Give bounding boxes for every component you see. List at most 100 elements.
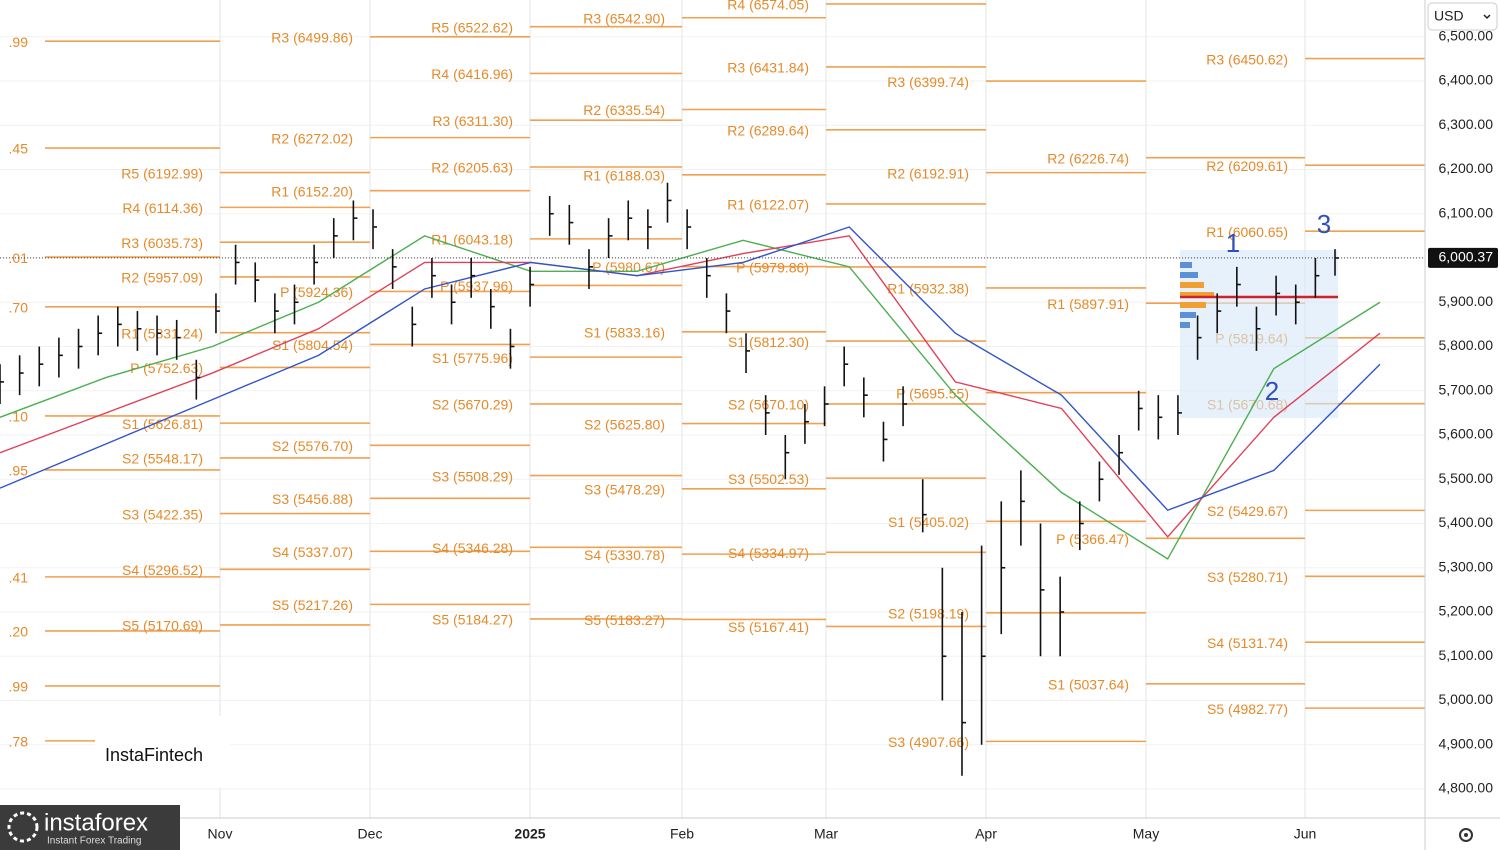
y-tick-label: 5,200.00: [1439, 603, 1494, 619]
y-tick-label: 5,600.00: [1439, 426, 1494, 442]
y-tick-label: 6,500.00: [1439, 27, 1494, 43]
pivot-label: R1 (6188.03): [583, 167, 665, 183]
pivot-label: .95: [9, 463, 29, 479]
pivot-label: S2 (5548.17): [122, 451, 203, 467]
pivot-label: R1 (6122.07): [727, 197, 809, 213]
pivot-label: R2 (6209.61): [1206, 158, 1288, 174]
currency-select[interactable]: USD: [1427, 2, 1498, 31]
y-tick-label: 5,300.00: [1439, 558, 1494, 574]
y-tick-label: 6,200.00: [1439, 160, 1494, 176]
pivot-label: R2 (6272.02): [271, 130, 353, 146]
profile-bar: [1180, 272, 1198, 278]
pivot-label: .99: [9, 34, 29, 50]
profile-bar: [1180, 302, 1206, 308]
profile-box: [1180, 250, 1338, 418]
pivot-label: R4 (6114.36): [122, 200, 203, 216]
pivot-label: R5 (6522.62): [431, 19, 513, 35]
profile-bar: [1180, 292, 1214, 298]
currency-label[interactable]: USD: [1434, 8, 1464, 24]
y-tick-label: 5,100.00: [1439, 647, 1494, 663]
pivot-label: R4 (6574.05): [727, 0, 809, 13]
pivot-label: S3 (5502.53): [728, 471, 809, 487]
pivot-label: R3 (6499.86): [271, 29, 353, 45]
pivot-label: S2 (5670.29): [432, 397, 513, 413]
pivot-label: S3 (5280.71): [1207, 569, 1288, 585]
pivot-label: R3 (6311.30): [432, 113, 513, 129]
pivot-label: S5 (5217.26): [272, 597, 353, 613]
dropdown-arrow: [1483, 14, 1491, 20]
pivot-label: S3 (5478.29): [584, 482, 665, 498]
price-axis: 6,500.00 6,400.00 6,300.00 6,200.00 6,100.00…: [1424, 0, 1500, 850]
brand-icon: [7, 811, 39, 843]
pivot-label: R1 (6152.20): [271, 183, 353, 199]
y-tick-label: 5,500.00: [1439, 470, 1494, 486]
logo-bg: [95, 716, 230, 788]
pivot-label: S1 (5775.96): [432, 350, 513, 366]
profile-bar: [1180, 282, 1204, 288]
brand-text: instaforex: [44, 809, 148, 836]
x-tick-label: Jun: [1294, 826, 1317, 842]
pivot-label: R5 (6192.99): [121, 165, 203, 181]
volume-profile: [1180, 250, 1338, 418]
pivot-label: S3 (5508.29): [432, 468, 513, 484]
pivot-label: .99: [9, 679, 29, 695]
y-tick-label: 5,400.00: [1439, 514, 1494, 530]
wave-label: 3: [1317, 209, 1331, 239]
moving-average: [0, 226, 1381, 512]
y-tick-label: 5,900.00: [1439, 293, 1494, 309]
profile-bar: [1180, 322, 1190, 328]
gear[interactable]: [1459, 828, 1473, 842]
pivot-label: S2 (5670.10): [728, 397, 809, 413]
pivot-label: P (5937.96): [440, 278, 513, 294]
pivot-label: S2 (5625.80): [584, 416, 665, 432]
wave-label: 1: [1226, 228, 1240, 258]
pivot-label: S5 (5167.41): [728, 619, 809, 635]
x-tick-label: May: [1133, 826, 1159, 842]
x-tick-label: Dec: [358, 826, 383, 842]
pivot-label: S1 (5626.81): [122, 416, 203, 432]
x-tick-label: Mar: [814, 826, 838, 842]
pivot-label: R1 (5831.24): [121, 325, 203, 341]
moving-average: [0, 235, 1381, 560]
x-tick-label: 2025: [514, 826, 545, 842]
pivot-label: S4 (5337.07): [272, 544, 353, 560]
pivot-label: S4 (5334.97): [728, 545, 809, 561]
y-tick-label: 6,300.00: [1439, 116, 1494, 132]
pivot-label: R3 (6399.74): [887, 74, 969, 90]
pivot-label: .41: [9, 570, 29, 586]
pivot-label: P (5752.63): [130, 360, 203, 376]
pivot-label: R2 (6192.91): [887, 165, 969, 181]
pivot-label: R3 (6431.84): [727, 60, 809, 76]
time-axis: Nov Dec 2025 Feb Mar Apr May Jun: [208, 826, 1317, 842]
y-tick-label: 4,900.00: [1439, 735, 1494, 751]
pivot-label: P (5979.86): [736, 260, 809, 276]
pivot-label: R1 (6060.65): [1206, 224, 1288, 240]
pivot-label: S1 (5405.02): [888, 514, 969, 530]
pivot-label: R1 (5932.38): [887, 281, 969, 297]
pivot-label: R4 (6416.96): [431, 66, 513, 82]
pivot-label: R2 (6226.74): [1047, 150, 1129, 166]
pivot-label: S1 (5037.64): [1048, 677, 1129, 693]
profile-bar: [1180, 312, 1196, 318]
pivot-label: S1 (5833.16): [584, 325, 665, 341]
pivot-label: S3 (5422.35): [122, 506, 203, 522]
pivot-label: S5 (5183.27): [584, 612, 665, 628]
y-tick-label: 5,000.00: [1439, 691, 1494, 707]
settings-icon[interactable]: [1459, 828, 1473, 842]
y-tick-label: 5,800.00: [1439, 337, 1494, 353]
pivot-label: S2 (5429.67): [1207, 503, 1288, 519]
x-tick-label: Feb: [670, 826, 694, 842]
brand-tagline: Instant Forex Trading: [47, 836, 142, 847]
pivot-label: R2 (5957.09): [121, 270, 203, 286]
moving-average: [0, 235, 1381, 538]
currency-box[interactable]: [1427, 2, 1498, 31]
pivot-label: P (5695.55): [896, 385, 969, 401]
pivot-label: R2 (6335.54): [583, 102, 665, 118]
x-tick-label: Apr: [975, 826, 997, 842]
pivot-label: P (5924.36): [280, 284, 353, 300]
logo-text: InstaFintech: [105, 745, 203, 765]
profile-bar: [1180, 262, 1192, 268]
pivot-label: R2 (6205.63): [431, 160, 513, 176]
